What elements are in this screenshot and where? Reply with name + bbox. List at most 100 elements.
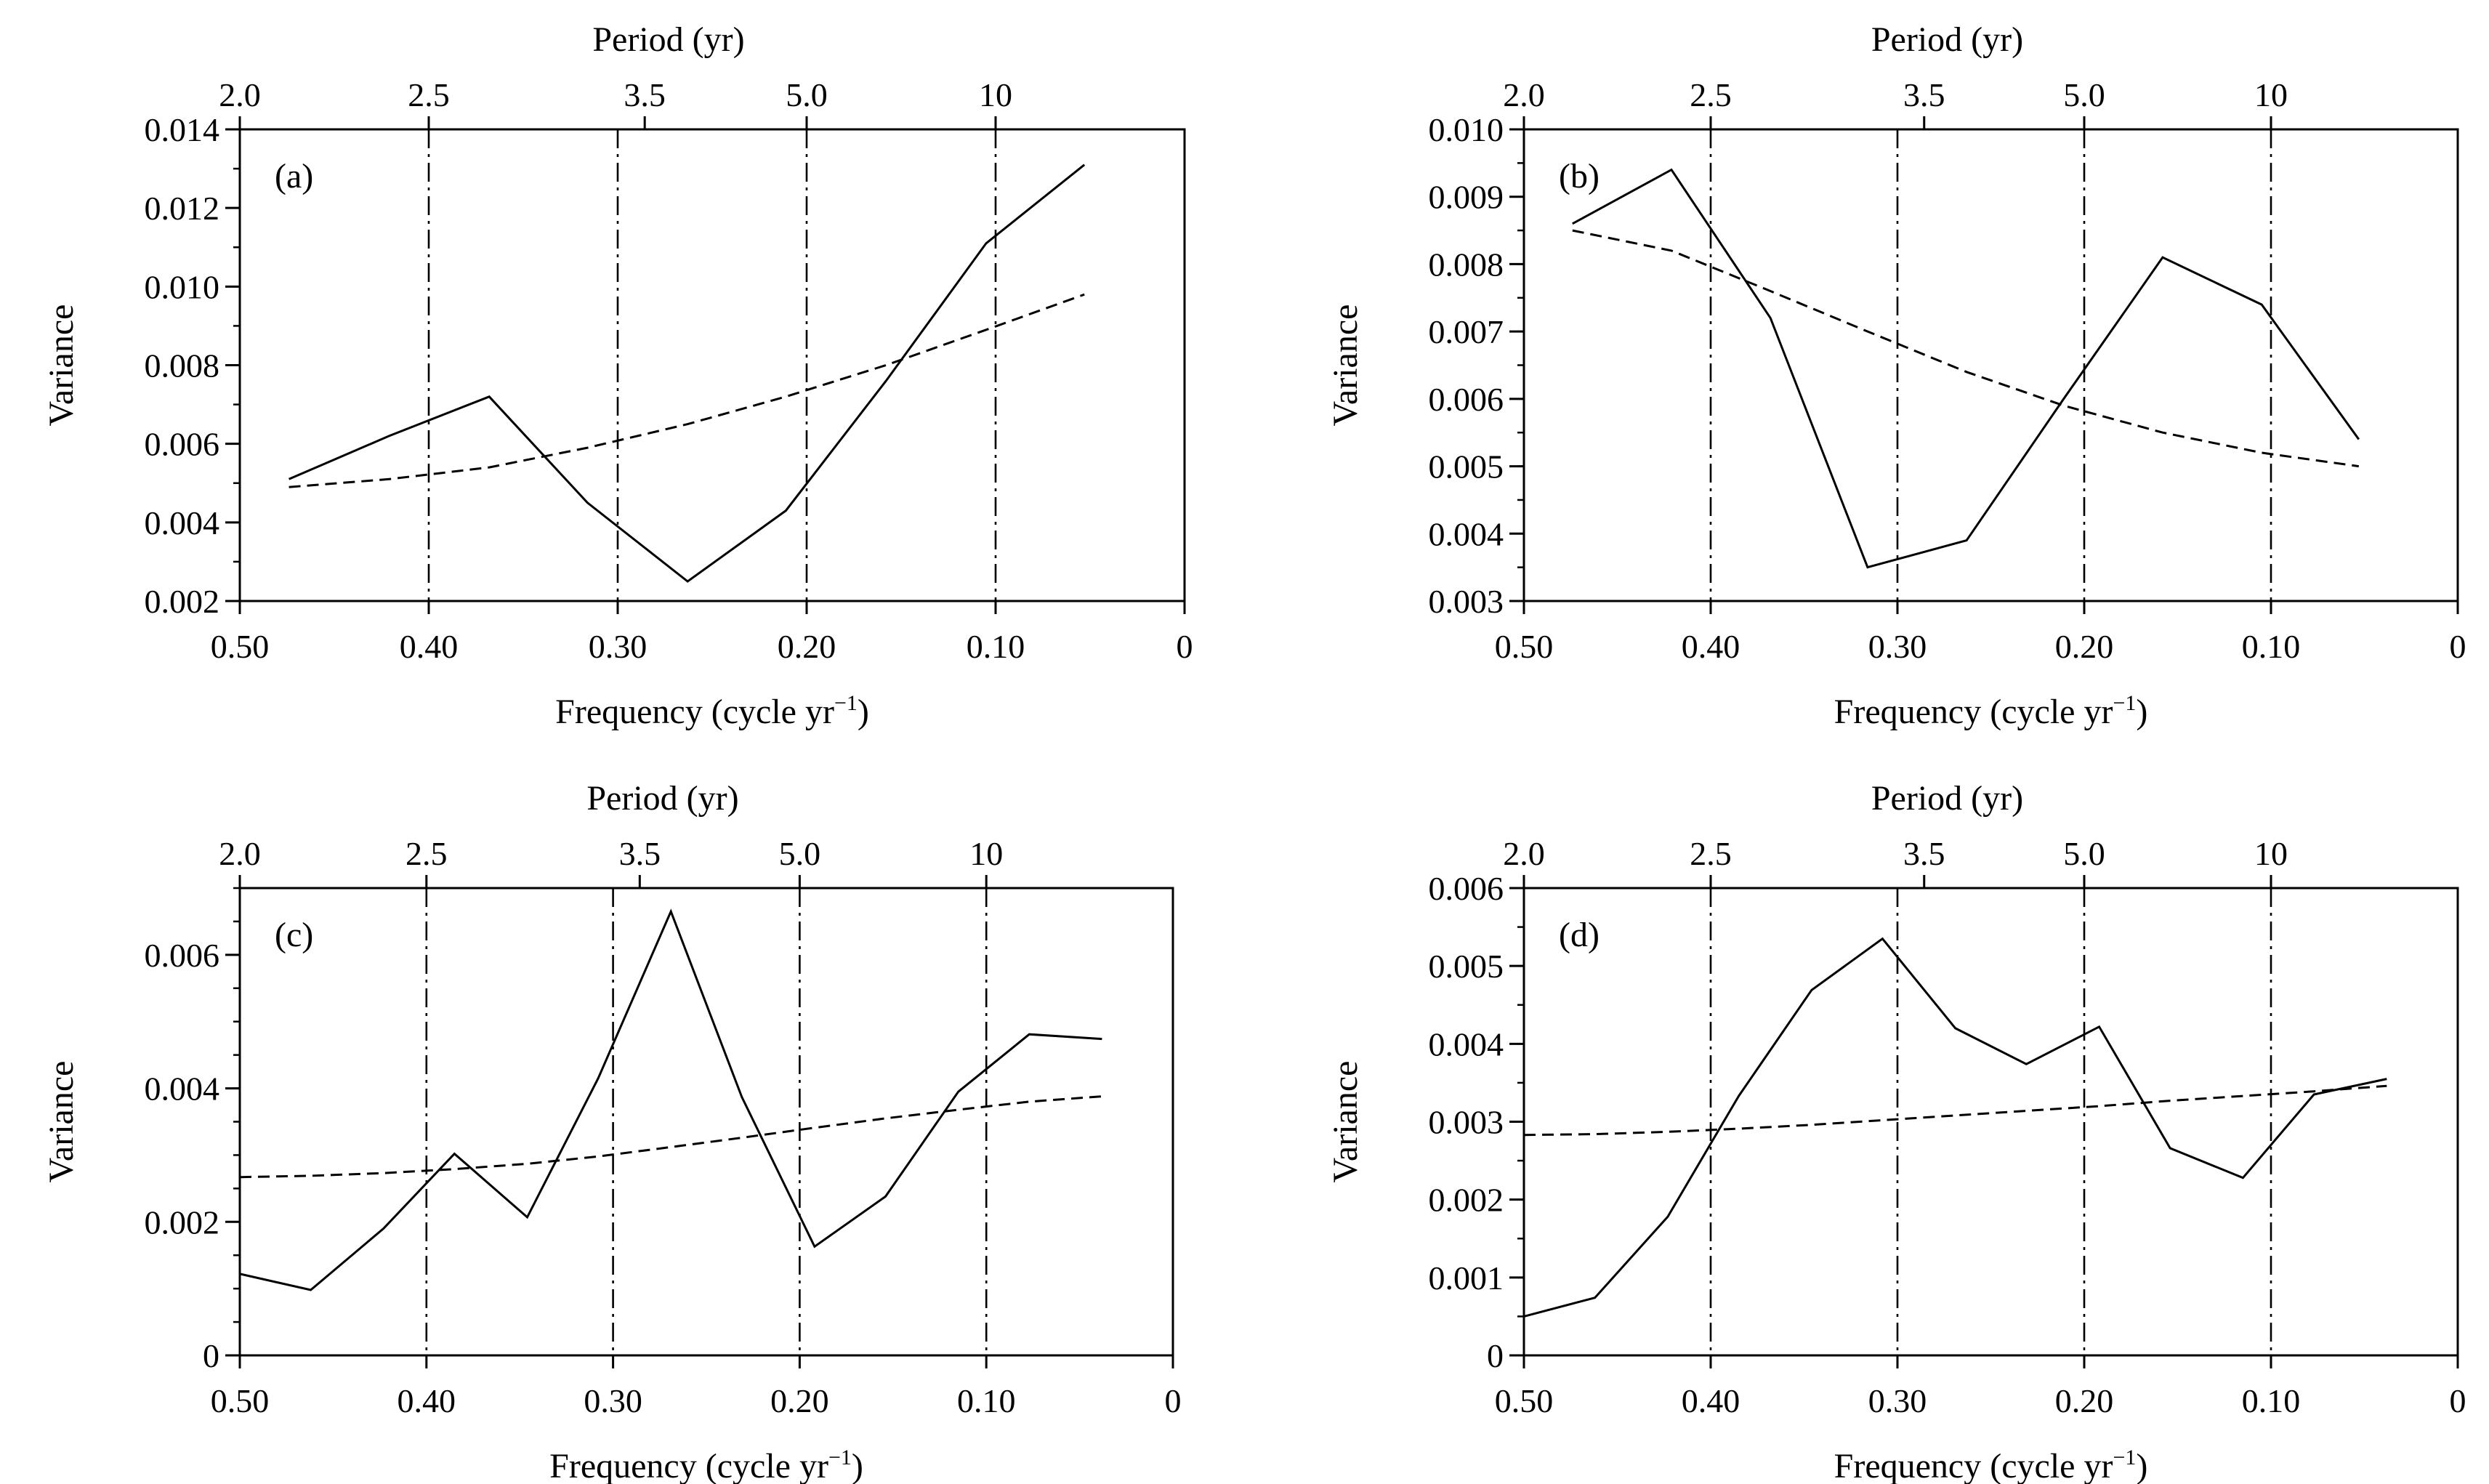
y-tick-label: 0.003 — [1429, 583, 1504, 620]
panel-d: 0.50 0.40 0.30 0.20 0.10 0 2.0 2.5 3.5 5.0 10 0 0.00… — [1326, 779, 2466, 1484]
confidence-point — [1866, 331, 1868, 333]
panel-label: (d) — [1559, 916, 1600, 954]
confidence-point — [813, 1126, 815, 1129]
x-tick-label: 0.20 — [770, 1382, 829, 1419]
confidence-point — [1810, 1124, 1812, 1126]
period-tick-label: 2.5 — [408, 76, 450, 113]
x-tick-label: 0.50 — [211, 628, 270, 665]
panel-a: 0.50 0.40 0.30 0.20 0.10 0 2.0 2.5 3.5 5.0 10 0.002… — [42, 20, 1193, 731]
confidence-point — [1594, 1133, 1596, 1135]
confidence-line — [289, 293, 1085, 488]
period-tick-label: 3.5 — [1903, 835, 1945, 872]
y-tick-label: 0.005 — [1429, 448, 1504, 485]
period-tick-label: 10 — [2254, 835, 2288, 872]
x-tick-label: 0.30 — [589, 628, 648, 665]
confidence-point — [1523, 1134, 1525, 1136]
period-tick-label: 2.5 — [1690, 76, 1732, 113]
spectrum-point — [1571, 222, 1573, 225]
period-tick-label: 2.0 — [219, 76, 261, 113]
spectrum-point — [1671, 169, 1673, 171]
x-tick-label: 0.10 — [957, 1382, 1016, 1419]
confidence-point — [2025, 1110, 2028, 1112]
x-tick-label: 0.20 — [2055, 1382, 2114, 1419]
spectrum-point — [885, 380, 887, 382]
plot-frame — [238, 128, 1186, 602]
x-tick-label: 0.20 — [778, 628, 836, 665]
confidence-point — [2261, 452, 2263, 454]
confidence-point — [1028, 1100, 1030, 1102]
spectrum-point — [2161, 257, 2163, 259]
y-tick-label: 0.004 — [145, 1070, 220, 1108]
period-tick-label: 5.0 — [2063, 76, 2105, 113]
panel-c: 0.50 0.40 0.30 0.20 0.10 0 2.0 2.5 3.5 5.0 10 0 0.00… — [42, 779, 1182, 1484]
spectrum-point — [1770, 317, 1772, 319]
x-tick-label: 0.30 — [1868, 1382, 1927, 1419]
confidence-point — [2242, 1095, 2244, 1097]
spectrum-point — [1523, 1315, 1525, 1318]
period-tick-label: 3.5 — [1903, 76, 1945, 113]
spectrum-point — [526, 1216, 528, 1218]
y-tick-label: 0.006 — [1429, 870, 1504, 907]
y-tick-label: 0.014 — [145, 111, 220, 148]
y-tick-label: 0 — [203, 1337, 219, 1374]
spectrum-point — [2313, 1093, 2315, 1095]
y-tick-label: 0.004 — [1429, 515, 1504, 552]
spectrum-point — [884, 1195, 887, 1198]
confidence-point — [239, 1176, 241, 1178]
confidence-point — [2313, 1090, 2315, 1092]
y-axis-label: Variance — [1326, 305, 1365, 427]
spectrum-point — [1881, 937, 1884, 940]
y-tick-label: 0.009 — [1429, 179, 1504, 216]
x-axis-label: Frequency (cycle yr−1) — [1834, 691, 2148, 731]
confidence-point — [785, 395, 787, 398]
y-tick-label: 0.010 — [1429, 111, 1504, 148]
spectrum-point — [1084, 164, 1086, 166]
spectrum-point — [985, 242, 988, 244]
period-tick-label: 3.5 — [619, 835, 661, 872]
x-tick-label: 0.30 — [584, 1382, 642, 1419]
confidence-point — [885, 364, 887, 366]
period-tick-label: 2.0 — [1503, 76, 1545, 113]
panel-b: 0.50 0.40 0.30 0.20 0.10 0 2.0 2.5 3.5 5.0 10 0.003… — [1326, 20, 2466, 731]
y-axis-label: Variance — [1326, 1061, 1365, 1183]
spectrum-point — [388, 435, 390, 437]
y-tick-label: 0.004 — [1429, 1025, 1504, 1062]
x-tick-label: 0.30 — [1868, 628, 1927, 665]
y-tick-label: 0.012 — [145, 190, 220, 227]
spectrum-point — [488, 395, 491, 398]
period-tick-label: 10 — [2254, 76, 2288, 113]
spectrum-point — [785, 509, 787, 512]
x-tick-label: 0 — [1165, 1382, 1182, 1419]
y-tick-label: 0.004 — [145, 504, 220, 541]
x-tick-label: 0.10 — [2242, 1382, 2301, 1419]
spectrum-line — [1572, 168, 2360, 569]
plot-frame — [238, 887, 1174, 1357]
period-tick-label: 10 — [969, 835, 1003, 872]
spectrum-point — [288, 478, 290, 480]
y-tick-label: 0.005 — [1429, 948, 1504, 985]
y-tick-label: 0.006 — [145, 426, 220, 463]
period-tick-label: 5.0 — [786, 76, 828, 113]
panel-label: (b) — [1559, 157, 1600, 195]
x-tick-label: 0.10 — [967, 628, 1025, 665]
spectrum-point — [2357, 438, 2360, 440]
period-axis-label: Period (yr) — [592, 20, 744, 59]
confidence-point — [586, 447, 589, 449]
spectrum-point — [1101, 1038, 1103, 1040]
x-axis-label: Frequency (cycle yr−1) — [555, 691, 869, 731]
confidence-point — [957, 1108, 959, 1110]
spectrum-point — [2386, 1078, 2388, 1080]
spectrum-point — [1028, 1033, 1030, 1036]
y-tick-label: 0.002 — [145, 1203, 220, 1241]
confidence-point — [1571, 230, 1573, 232]
confidence-point — [884, 1117, 887, 1119]
spectrum-point — [382, 1227, 384, 1230]
y-tick-label: 0.001 — [1429, 1259, 1504, 1297]
spectrum-point — [1954, 1027, 1956, 1029]
spectrum-point — [453, 1153, 456, 1155]
confidence-point — [1966, 371, 1968, 373]
confidence-line — [1523, 1084, 2387, 1137]
spectrum-point — [2025, 1063, 2028, 1065]
x-tick-label: 0 — [2450, 628, 2466, 665]
